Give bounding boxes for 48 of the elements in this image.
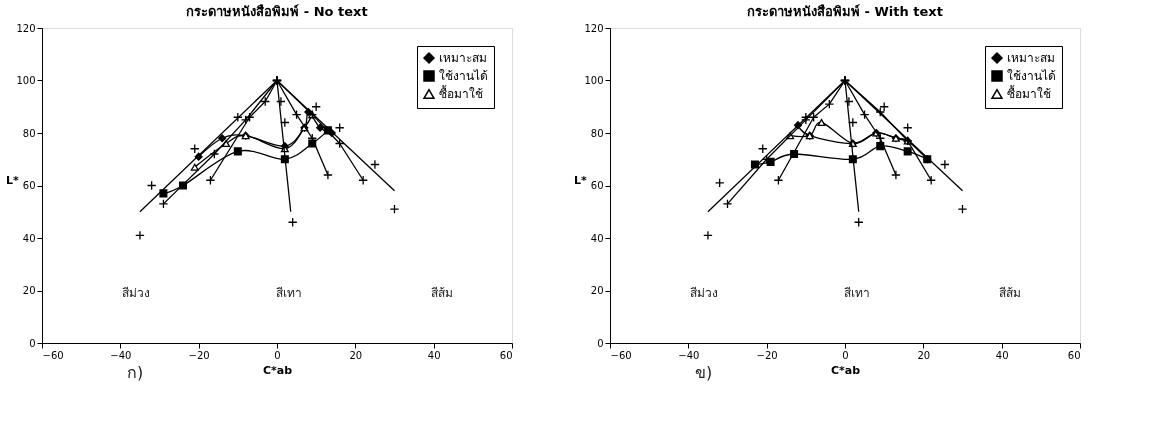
chart-title: กระดาษหนังสือพิมพ์ - No text xyxy=(186,4,368,19)
x-tick-label: −20 xyxy=(756,349,778,361)
y-tick-label: 0 xyxy=(29,337,36,349)
y-tick-label: 40 xyxy=(590,232,604,244)
x-tick-label: −40 xyxy=(110,349,132,361)
x-tick-label: 40 xyxy=(427,349,441,361)
chart-title: กระดาษหนังสือพิมพ์ - With text xyxy=(747,4,943,19)
legend-label: ใช้งานได้ xyxy=(439,69,488,83)
legend-label: เหมาะสม xyxy=(1007,51,1055,65)
x-tick-label: 0 xyxy=(274,349,281,361)
y-tick-label: 120 xyxy=(584,22,604,34)
x-tick-label: 60 xyxy=(1067,349,1081,361)
annotation: สีม่วง xyxy=(690,285,718,300)
y-tick-label: 40 xyxy=(22,232,36,244)
annotation: สีส้ม xyxy=(998,285,1021,300)
legend-label: เหมาะสม xyxy=(439,51,487,65)
text: ก) xyxy=(127,363,144,382)
x-tick-label: −60 xyxy=(610,349,632,361)
annotation: สีเทา xyxy=(843,285,870,300)
x-tick-label: 40 xyxy=(995,349,1009,361)
y-axis-title: L* xyxy=(574,174,588,187)
legend-label: ใช้งานได้ xyxy=(1007,69,1056,83)
text: ข) xyxy=(695,363,713,382)
legend-label: ซื้อมาใช้ xyxy=(439,85,483,101)
annotation: สีส้ม xyxy=(430,285,453,300)
x-tick-label: 20 xyxy=(349,349,363,361)
annotation: สีม่วง xyxy=(122,285,150,300)
y-tick-label: 60 xyxy=(590,180,604,191)
y-tick-label: 100 xyxy=(584,75,604,86)
y-tick-label: 0 xyxy=(597,337,604,349)
y-tick-label: 100 xyxy=(16,75,36,86)
y-tick-label: 60 xyxy=(22,180,36,191)
x-tick-label: −60 xyxy=(42,349,64,361)
y-axis-title: L* xyxy=(6,174,20,187)
x-tick-label: −20 xyxy=(188,349,210,361)
y-tick-label: 20 xyxy=(22,285,36,296)
x-tick-label: 0 xyxy=(842,349,849,361)
x-axis-title: C*ab xyxy=(830,363,861,377)
y-tick-label: 120 xyxy=(16,22,36,34)
x-tick-label: 60 xyxy=(499,349,513,361)
y-tick-label: 20 xyxy=(590,285,604,296)
x-tick-label: −40 xyxy=(678,349,700,361)
y-tick-label: 80 xyxy=(590,127,604,139)
x-tick-label: 20 xyxy=(917,349,931,361)
annotation: สีเทา xyxy=(275,285,302,300)
y-tick-label: 80 xyxy=(22,127,36,139)
legend-label: ซื้อมาใช้ xyxy=(1007,85,1051,101)
x-axis-title: C*ab xyxy=(262,363,293,377)
